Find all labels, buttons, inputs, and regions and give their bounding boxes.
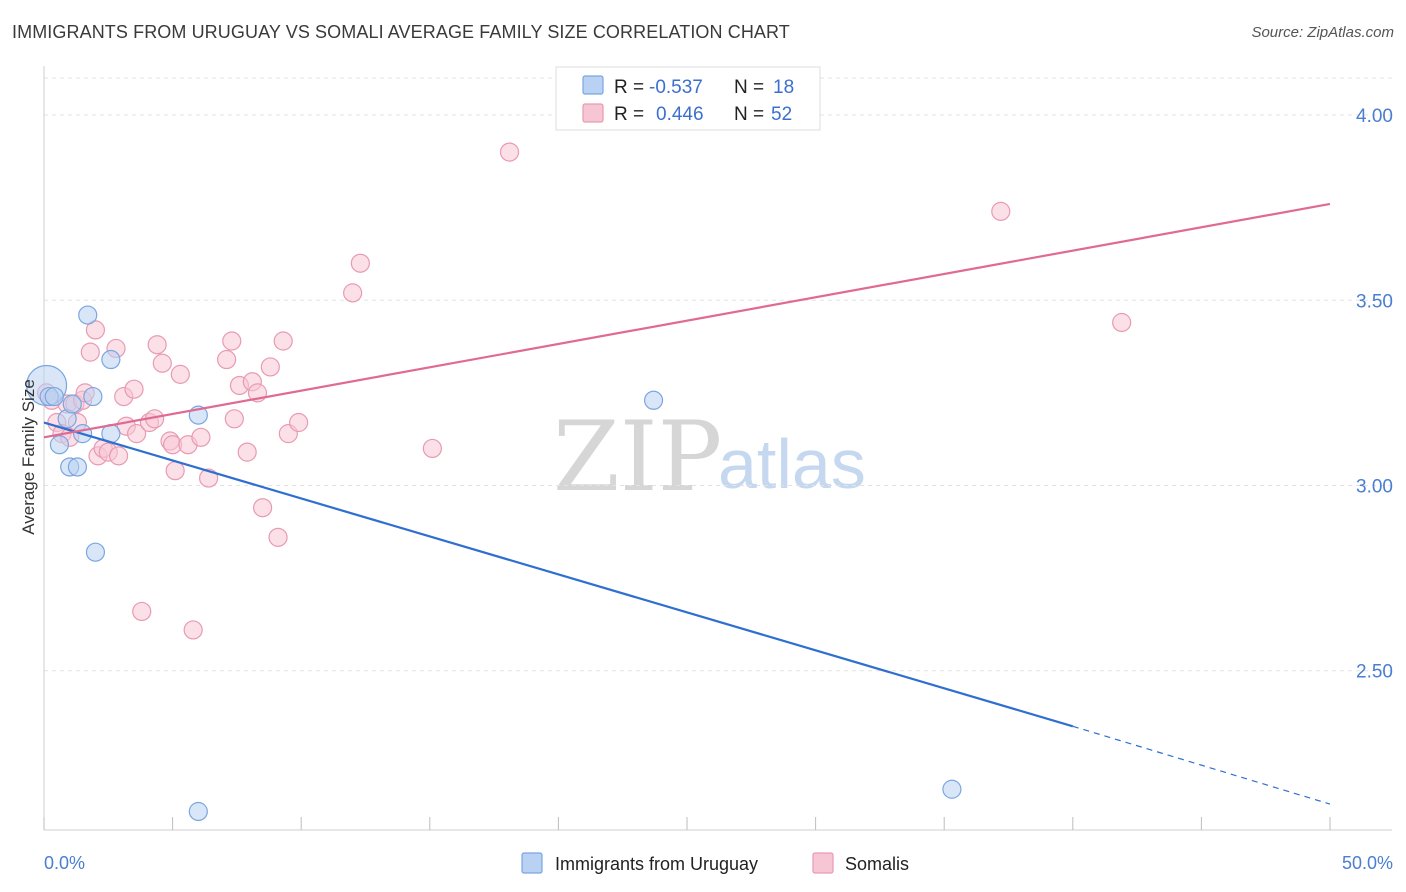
- watermark-atlas: atlas: [718, 425, 866, 503]
- somalis-point: [237, 442, 257, 462]
- axes: [43, 66, 1392, 831]
- somalis-point: [183, 620, 203, 640]
- uruguay-point: [78, 305, 98, 325]
- chart-title: IMMIGRANTS FROM URUGUAY VS SOMALI AVERAG…: [12, 22, 790, 42]
- y-tick-labels: 2.50 3.00 3.50 4.00: [1356, 106, 1393, 683]
- somalis-point: [343, 283, 363, 303]
- uruguay-point: [83, 386, 103, 407]
- somalis-points: [36, 142, 1132, 640]
- uruguay-point: [85, 542, 106, 562]
- stats-n-label-uruguay: N =: [734, 77, 764, 98]
- stats-swatch-uruguay: [582, 75, 604, 95]
- uruguay-trend-line-extension: [1072, 725, 1331, 805]
- somalis-point: [422, 438, 442, 459]
- legend-swatch-somalis: [812, 852, 834, 874]
- uruguay-trend-line: [43, 421, 1074, 728]
- somalis-point: [80, 342, 100, 362]
- y-tick-label: 3.00: [1356, 476, 1393, 497]
- y-tick-label: 2.50: [1356, 662, 1393, 683]
- somalis-point: [126, 424, 147, 444]
- somalis-point: [273, 331, 293, 351]
- uruguay-point: [942, 779, 962, 799]
- uruguay-point: [44, 386, 64, 407]
- somalis-point: [170, 364, 190, 384]
- somalis-point: [991, 201, 1011, 221]
- grid-lines: [44, 77, 1392, 672]
- stats-r-value-uruguay: -0.537: [649, 77, 703, 98]
- somalis-point: [217, 349, 237, 370]
- stats-r-value-somalis: 0.446: [656, 104, 704, 125]
- uruguay-point: [643, 390, 664, 410]
- somalis-point: [350, 253, 370, 273]
- trend-lines: [43, 202, 1331, 805]
- somalis-point: [191, 427, 211, 447]
- somalis-point: [260, 357, 280, 377]
- somalis-point: [132, 601, 152, 622]
- stats-legend: R = -0.537 N = 18 R = 0.446 N = 52: [555, 66, 821, 131]
- uruguay-point: [101, 349, 121, 370]
- y-tick-label: 3.50: [1356, 291, 1393, 312]
- somalis-point: [147, 335, 167, 355]
- uruguay-point: [67, 457, 88, 477]
- somalis-point: [253, 498, 273, 518]
- watermark-zip: ZIP: [553, 401, 722, 513]
- bottom-legend: Immigrants from Uruguay Somalis: [521, 852, 909, 874]
- stats-swatch-somalis: [582, 103, 604, 123]
- source-label: Source: ZipAtlas.com: [1251, 24, 1394, 41]
- legend-label-somalis: Somalis: [845, 854, 909, 874]
- stats-n-value-somalis: 52: [771, 104, 792, 125]
- somalis-trend-line: [43, 202, 1331, 439]
- legend-swatch-uruguay: [521, 852, 543, 874]
- uruguay-point: [62, 394, 82, 414]
- y-axis-label: Average Family Size: [19, 379, 38, 535]
- somalis-point: [499, 142, 520, 162]
- stats-n-label-somalis: N =: [734, 104, 764, 125]
- y-tick-label: 4.00: [1356, 106, 1393, 127]
- uruguay-point: [188, 801, 208, 822]
- somalis-point: [268, 527, 288, 547]
- somalis-point: [124, 379, 144, 399]
- somalis-point: [1112, 312, 1132, 333]
- stats-r-label-uruguay: R =: [614, 77, 644, 98]
- zipatlas-watermark: ZIP atlas: [553, 401, 866, 513]
- stats-r-label-somalis: R =: [614, 104, 644, 125]
- somalis-point: [289, 412, 309, 433]
- somalis-point: [165, 461, 185, 481]
- somalis-point: [152, 353, 172, 373]
- uruguay-point: [49, 435, 70, 455]
- x-tick-label-min: 0.0%: [44, 853, 85, 873]
- somalis-point: [85, 320, 106, 340]
- somalis-point: [108, 446, 129, 466]
- legend-label-uruguay: Immigrants from Uruguay: [555, 854, 758, 874]
- stats-n-value-uruguay: 18: [773, 77, 794, 98]
- x-tick-label-max: 50.0%: [1342, 853, 1393, 873]
- somalis-point: [222, 331, 242, 351]
- uruguay-points: [25, 305, 962, 822]
- somalis-point: [224, 409, 244, 429]
